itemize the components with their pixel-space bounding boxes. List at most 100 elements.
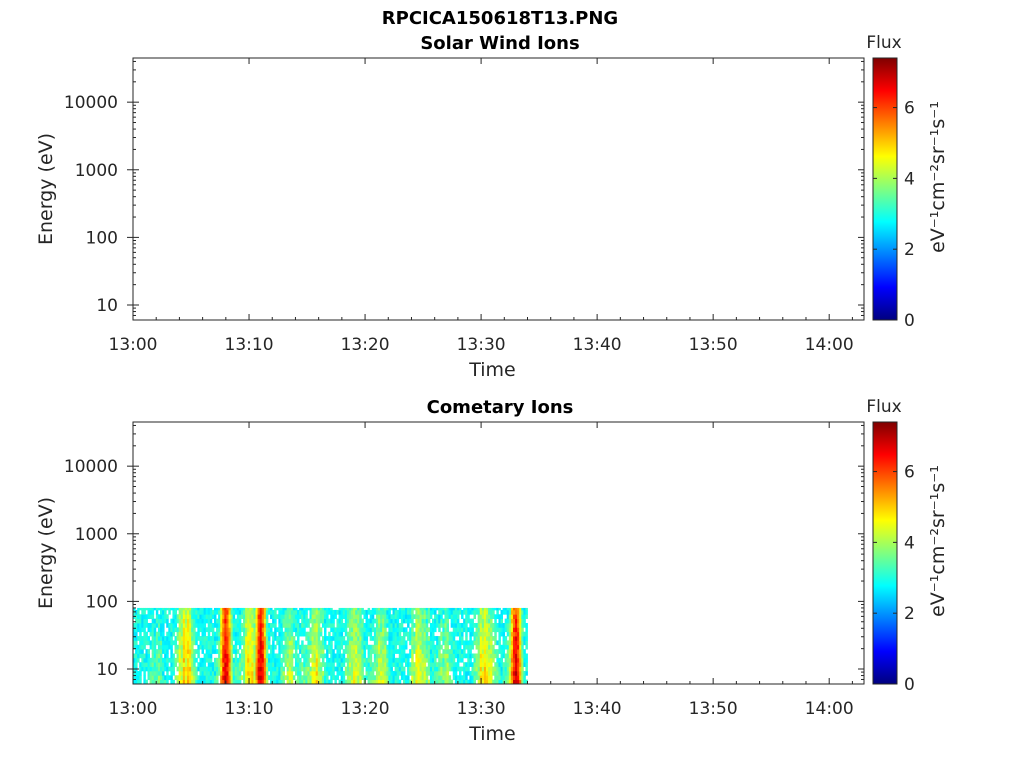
heatmap-cell: [137, 679, 140, 685]
heatmap-cell: [284, 614, 288, 620]
heatmap-cell: [338, 631, 342, 637]
heatmap-cell: [155, 657, 159, 663]
heatmap-cell: [247, 675, 250, 681]
heatmap-cell: [517, 609, 520, 615]
heatmap-cell: [170, 631, 173, 637]
heatmap-cell: [440, 609, 443, 615]
heatmap-cell: [257, 679, 261, 685]
heatmap-cell: [369, 653, 373, 659]
heatmap-cell: [417, 649, 420, 654]
heatmap-cell: [336, 627, 339, 633]
heatmap-cell: [508, 640, 512, 646]
heatmap-cell: [436, 662, 439, 667]
heatmap-cell: [353, 640, 356, 646]
heatmap-cell: [286, 636, 290, 641]
x-tick-label: 13:20: [341, 699, 390, 719]
heatmap-cell: [292, 622, 296, 628]
heatmap-cell: [216, 609, 219, 615]
heatmap-cell: [490, 657, 493, 663]
heatmap-cell: [184, 662, 188, 667]
heatmap-cell: [135, 679, 138, 685]
heatmap-cell: [195, 679, 198, 685]
heatmap-cell: [278, 627, 281, 633]
heatmap-cell: [141, 662, 144, 667]
heatmap-cell: [301, 653, 304, 659]
heatmap-cell: [438, 679, 441, 685]
heatmap-cell: [338, 640, 342, 646]
heatmap-cell: [145, 631, 148, 637]
heatmap-cell: [415, 679, 418, 685]
heatmap-cell: [378, 662, 381, 667]
y-tick-label: 10000: [64, 93, 118, 113]
heatmap-cell: [334, 627, 337, 633]
heatmap-cell: [315, 627, 319, 633]
heatmap-cell: [380, 670, 383, 676]
heatmap-cell: [517, 670, 520, 676]
heatmap-cell: [340, 644, 344, 650]
heatmap-cell: [222, 653, 225, 659]
heatmap-cell: [180, 653, 184, 659]
heatmap-cell: [444, 614, 447, 620]
heatmap-cell: [488, 618, 491, 624]
heatmap-cell: [297, 622, 300, 628]
heatmap-cell: [378, 666, 381, 672]
heatmap-cell: [184, 607, 188, 611]
heatmap-cell: [205, 679, 209, 685]
heatmap-cell: [502, 607, 506, 611]
heatmap-cell: [357, 657, 360, 663]
heatmap-cell: [454, 627, 458, 633]
heatmap-cell: [207, 662, 211, 667]
heatmap-cell: [355, 640, 358, 646]
heatmap-cell: [272, 653, 275, 659]
heatmap-cell: [483, 644, 487, 650]
heatmap-cell: [147, 653, 151, 659]
heatmap-cell: [454, 609, 458, 615]
heatmap-cell: [367, 627, 371, 633]
heatmap-cell: [257, 644, 261, 650]
heatmap-cell: [496, 666, 499, 672]
heatmap-cell: [479, 627, 483, 633]
heatmap-cell: [448, 607, 452, 611]
heatmap-cell: [357, 622, 360, 628]
heatmap-cell: [189, 644, 192, 650]
heatmap-cell: [384, 609, 387, 615]
heatmap-cell: [170, 640, 173, 646]
heatmap-cell: [164, 644, 167, 650]
heatmap-cell: [432, 670, 435, 676]
heatmap-cell: [330, 640, 333, 646]
heatmap-cell: [421, 607, 425, 611]
heatmap-cell: [510, 644, 514, 650]
heatmap-cell: [519, 618, 522, 624]
heatmap-cell: [317, 618, 321, 624]
heatmap-cell: [245, 679, 248, 685]
heatmap-cell: [515, 657, 518, 663]
heatmap-cell: [280, 627, 283, 633]
heatmap-cell: [234, 618, 238, 624]
heatmap-cell: [427, 666, 431, 672]
heatmap-cell: [240, 636, 244, 641]
heatmap-cell: [270, 644, 273, 650]
heatmap-cell: [498, 622, 501, 628]
heatmap-cell: [340, 662, 344, 667]
heatmap-cell: [324, 618, 327, 624]
heatmap-cell: [313, 609, 317, 615]
colorbar-tick-label: 4: [904, 533, 915, 553]
heatmap-cell: [421, 653, 425, 659]
heatmap-cell: [182, 679, 186, 685]
heatmap-cell: [155, 636, 159, 641]
heatmap-cell: [490, 622, 493, 628]
heatmap-cell: [292, 618, 296, 624]
heatmap-cell: [436, 649, 439, 654]
heatmap-cell: [137, 670, 140, 676]
heatmap-cell: [438, 644, 441, 650]
heatmap-cell: [475, 653, 479, 659]
heatmap-cell: [195, 657, 198, 663]
heatmap-cell: [361, 607, 364, 611]
heatmap-cell: [265, 666, 269, 672]
heatmap-cell: [340, 614, 344, 620]
heatmap-cell: [261, 649, 265, 654]
heatmap-cell: [178, 622, 182, 628]
heatmap-cell: [199, 657, 202, 663]
heatmap-cell: [338, 636, 342, 641]
heatmap-cell: [481, 631, 485, 637]
